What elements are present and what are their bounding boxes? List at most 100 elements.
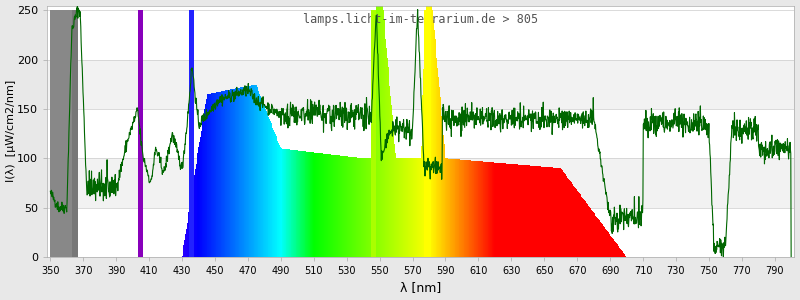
Bar (621, 250, 622, 257)
Bar (395, 153, 396, 257)
Bar (265, 109, 266, 257)
Bar (236, 88, 237, 257)
Bar (189, 212, 190, 257)
Bar (598, 220, 599, 257)
Bar (567, 178, 568, 257)
Bar (285, 149, 286, 257)
Bar (385, 29, 386, 257)
Bar (209, 94, 210, 257)
Bar (470, 160, 471, 257)
Bar (410, 158, 411, 257)
Bar (594, 214, 595, 257)
Bar (439, 87, 440, 257)
Bar (346, 156, 347, 257)
Bar (538, 166, 539, 257)
Bar (382, 6, 383, 257)
Bar (393, 124, 394, 257)
Bar (574, 187, 575, 257)
Bar (418, 158, 419, 257)
Bar (369, 158, 370, 257)
Bar (400, 158, 401, 257)
Bar (624, 254, 625, 257)
Bar (399, 158, 400, 257)
Bar (315, 153, 316, 257)
Bar (217, 92, 218, 257)
Bar (271, 124, 272, 257)
Bar (279, 145, 280, 257)
Bar (566, 177, 567, 257)
Bar (228, 90, 229, 257)
Bar (589, 207, 590, 257)
Bar (460, 160, 461, 257)
Bar (311, 152, 312, 257)
Bar (356, 158, 357, 257)
Bar (622, 252, 623, 257)
Bar (397, 158, 398, 257)
Bar (415, 158, 416, 257)
Bar (333, 155, 334, 257)
Bar (437, 58, 438, 257)
Bar (47, 6, 794, 60)
Bar (461, 160, 462, 257)
Bar (541, 167, 542, 257)
Bar (186, 223, 187, 257)
Bar (384, 20, 385, 257)
Bar (506, 164, 507, 257)
Y-axis label: I(λ)  [µW/cm2/nm]: I(λ) [µW/cm2/nm] (6, 80, 15, 182)
Bar (245, 87, 246, 257)
Bar (597, 218, 598, 257)
Bar (539, 167, 540, 257)
Bar (582, 198, 583, 257)
Bar (552, 167, 553, 257)
Bar (238, 88, 239, 257)
Bar (386, 48, 387, 257)
Bar (618, 247, 619, 257)
Bar (246, 86, 247, 257)
Bar (523, 165, 524, 257)
Bar (190, 11, 194, 257)
Bar (480, 161, 481, 257)
Bar (328, 154, 329, 257)
Bar (206, 94, 207, 257)
Bar (357, 158, 358, 257)
Bar (502, 163, 503, 257)
Bar (241, 87, 242, 257)
Bar (468, 160, 469, 257)
Bar (261, 98, 262, 257)
Bar (609, 233, 610, 257)
Bar (387, 58, 388, 257)
Bar (593, 212, 594, 257)
Bar (239, 88, 240, 257)
Bar (307, 152, 308, 257)
Bar (312, 152, 313, 257)
Bar (230, 89, 231, 257)
Bar (196, 164, 197, 257)
Bar (625, 256, 626, 257)
Bar (528, 165, 529, 257)
Bar (473, 161, 474, 257)
Bar (532, 166, 533, 257)
Bar (231, 89, 232, 257)
Bar (342, 156, 343, 257)
Bar (338, 155, 339, 257)
Bar (591, 210, 592, 257)
Bar (289, 149, 290, 257)
Bar (610, 236, 611, 257)
Bar (577, 190, 578, 257)
Bar (482, 161, 483, 257)
Bar (361, 158, 362, 257)
Bar (438, 77, 439, 257)
Bar (370, 158, 371, 257)
Bar (272, 126, 273, 257)
Bar (490, 162, 491, 257)
Bar (362, 158, 363, 257)
Bar (584, 200, 585, 257)
Bar (550, 167, 551, 257)
Bar (354, 157, 355, 257)
Bar (287, 149, 288, 257)
Bar (303, 151, 304, 257)
Bar (363, 158, 364, 257)
Bar (617, 244, 618, 257)
Bar (260, 96, 261, 257)
Bar (511, 164, 512, 257)
